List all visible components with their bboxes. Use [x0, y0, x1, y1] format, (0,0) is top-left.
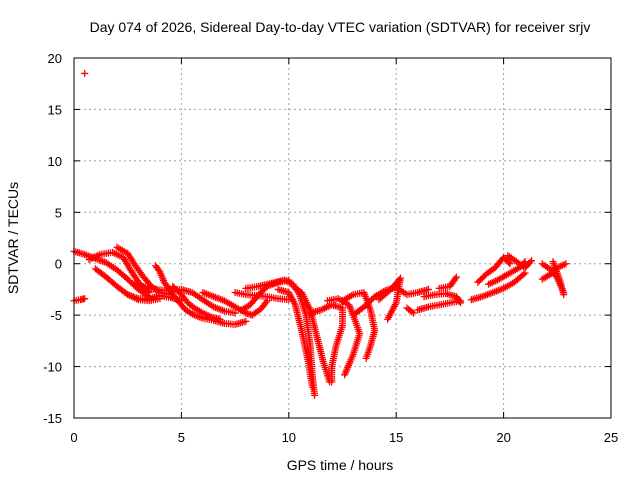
y-tick-label: 0 — [55, 257, 62, 272]
data-point — [81, 69, 89, 77]
x-tick-label: 20 — [496, 430, 510, 445]
x-tick-label: 25 — [604, 430, 618, 445]
data-point — [526, 258, 534, 266]
chart-title: Day 074 of 2026, Sidereal Day-to-day VTE… — [90, 19, 591, 35]
x-tick-label: 0 — [70, 430, 77, 445]
data-point — [81, 295, 89, 303]
data-point — [424, 285, 432, 293]
y-tick-label: -15 — [43, 411, 62, 426]
data-point — [311, 391, 319, 399]
data-point — [362, 354, 370, 362]
data-point — [560, 291, 568, 299]
y-tick-label: 10 — [48, 154, 62, 169]
data-point — [528, 257, 536, 265]
x-axis-label: GPS time / hours — [287, 457, 394, 473]
data-point — [328, 378, 336, 386]
y-axis-label: SDTVAR / TECUs — [5, 182, 21, 294]
axis-ticks: 0 5 10 15 20 25 20 15 10 5 0 -5 -10 -15 — [43, 51, 618, 445]
data-point — [457, 299, 465, 307]
data-point — [308, 383, 316, 391]
y-tick-label: 20 — [48, 51, 62, 66]
data-point — [505, 258, 513, 266]
data-point — [456, 297, 464, 305]
data-point — [562, 260, 570, 268]
plot-frame — [73, 57, 612, 419]
data-point — [506, 260, 514, 268]
x-tick-label: 15 — [389, 430, 403, 445]
data-point — [452, 273, 460, 281]
data-point — [409, 309, 417, 317]
y-tick-label: 5 — [55, 205, 62, 220]
y-tick-label: 15 — [48, 102, 62, 117]
y-tick-label: -5 — [50, 308, 62, 323]
data-point — [384, 315, 392, 323]
data-point — [216, 315, 224, 323]
data-point — [262, 298, 270, 306]
data-marks — [70, 69, 570, 399]
x-tick-label: 10 — [282, 430, 296, 445]
data-point — [341, 371, 349, 379]
y-tick-label: -10 — [43, 360, 62, 375]
data-point — [520, 270, 528, 278]
data-point — [408, 308, 416, 316]
data-point — [231, 309, 239, 317]
x-tick-label: 5 — [178, 430, 185, 445]
grid — [74, 58, 611, 418]
data-point — [242, 317, 250, 325]
data-point — [451, 275, 459, 283]
